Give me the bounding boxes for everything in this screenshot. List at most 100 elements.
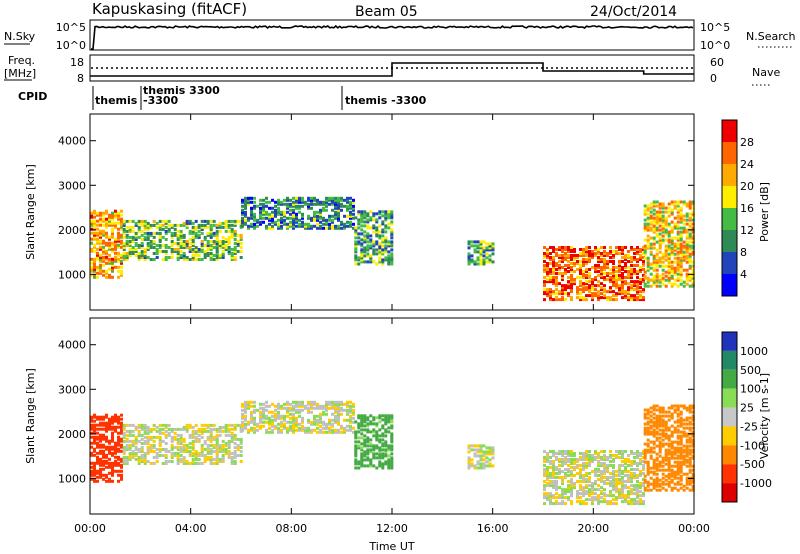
power-scatter-cell <box>476 244 480 248</box>
velocity-scatter-cell <box>639 462 642 465</box>
velocity-scatter-cell <box>366 458 370 462</box>
power-scatter-cell <box>390 262 394 266</box>
velocity-scatter-cell <box>102 437 105 441</box>
velocity-scatter-cell <box>349 404 352 408</box>
velocity-scatter-cell <box>685 478 689 482</box>
velocity-scatter-cell <box>369 442 373 446</box>
power-scatter-cell <box>384 210 388 214</box>
power-scatter-cell <box>117 257 120 261</box>
power-scatter-cell <box>546 256 549 259</box>
power-scatter-cell <box>546 274 549 277</box>
power-scatter-cell <box>191 248 195 251</box>
power-scatter-cell <box>612 268 615 271</box>
power-scatter-cell <box>691 234 695 238</box>
power-scatter-cell <box>585 286 588 290</box>
power-scatter-cell <box>271 210 274 214</box>
velocity-scatter-cell <box>357 424 361 428</box>
power-scatter-cell <box>256 204 259 208</box>
velocity-scatter-cell <box>322 410 325 414</box>
power-colorbar-swatch <box>722 164 737 186</box>
power-scatter-cell <box>685 234 689 238</box>
velocity-scatter-cell <box>676 442 680 446</box>
power-scatter-cell <box>636 298 639 302</box>
power-scatter-cell <box>215 233 219 237</box>
velocity-scatter-cell <box>612 464 615 467</box>
velocity-scatter-cell <box>259 410 262 414</box>
velocity-scatter-cell <box>366 450 370 454</box>
power-scatter-cell <box>676 246 680 250</box>
power-scatter-cell <box>295 214 298 218</box>
power-scatter-cell <box>667 238 671 242</box>
velocity-scatter-cell <box>564 462 567 465</box>
power-scatter-cell <box>292 224 295 228</box>
velocity-scatter-cell <box>624 496 627 500</box>
velocity-scatter-cell <box>247 422 250 426</box>
power-scatter-cell <box>99 245 102 249</box>
power-scatter-cell <box>322 218 325 222</box>
velocity-scatter-cell <box>352 404 355 408</box>
power-scatter-cell <box>636 280 639 284</box>
power-scatter-cell <box>576 290 579 294</box>
velocity-scatter-cell <box>387 466 391 470</box>
velocity-scatter-cell <box>670 446 674 450</box>
power-scatter-cell <box>646 268 650 272</box>
velocity-scatter-cell <box>606 478 609 481</box>
power-scatter-cell <box>352 198 355 202</box>
velocity-scatter-cell <box>185 460 189 463</box>
velocity-scatter-cell <box>233 454 237 457</box>
velocity-scatter-cell <box>488 464 492 468</box>
power-scatter-cell <box>549 292 552 296</box>
power-scatter-cell <box>670 246 674 250</box>
power-scatter-cell <box>295 196 298 200</box>
power-scatter-cell <box>96 255 99 259</box>
velocity-scatter-cell <box>215 427 219 431</box>
power-scatter-cell <box>244 218 247 222</box>
power-scatter-cell <box>188 221 192 225</box>
velocity-scatter-cell <box>615 488 618 492</box>
power-scatter-cell <box>108 259 111 263</box>
power-scatter-cell <box>667 252 671 256</box>
power-scatter-cell <box>209 233 213 237</box>
power-scatter-cell <box>378 250 382 254</box>
power-scatter-cell <box>93 263 96 267</box>
power-scatter-cell <box>661 224 665 228</box>
velocity-scatter-cell <box>673 482 677 486</box>
velocity-scatter-cell <box>328 430 331 434</box>
velocity-scatter-cell <box>372 428 376 432</box>
velocity-scatter-cell <box>567 450 570 453</box>
velocity-scatter-cell <box>378 456 382 460</box>
velocity-scatter-cell <box>134 435 138 439</box>
velocity-scatter-cell <box>543 456 546 459</box>
power-scatter-cell <box>570 248 573 251</box>
velocity-scatter-cell <box>164 423 168 427</box>
velocity-scatter-cell <box>691 488 695 492</box>
power-scatter-cell <box>606 264 609 267</box>
velocity-scatter-cell <box>639 482 642 485</box>
velocity-scatter-cell <box>191 429 195 433</box>
power-scatter-cell <box>691 274 695 278</box>
velocity-scatter-cell <box>346 408 349 412</box>
velocity-scatter-cell <box>271 430 274 434</box>
power-scatter-cell <box>661 220 665 224</box>
power-scatter-cell <box>639 250 642 253</box>
velocity-scatter-cell <box>664 448 668 452</box>
velocity-scatter-cell <box>182 439 186 443</box>
power-scatter-cell <box>274 200 277 204</box>
velocity-scatter-cell <box>334 404 337 408</box>
velocity-scatter-cell <box>600 480 603 483</box>
velocity-scatter-cell <box>691 486 695 490</box>
power-scatter-cell <box>108 247 111 251</box>
velocity-scatter-cell <box>606 466 609 469</box>
power-scatter-cell <box>676 208 680 212</box>
power-scatter-cell <box>349 200 352 204</box>
power-scatter-cell <box>591 250 594 253</box>
power-scatter-cell <box>643 244 647 248</box>
velocity-scatter-cell <box>366 440 370 444</box>
velocity-scatter-cell <box>152 427 156 431</box>
power-scatter-cell <box>182 242 186 245</box>
velocity-scatter-cell <box>218 429 222 433</box>
velocity-scatter-cell <box>289 412 292 416</box>
velocity-scatter-cell <box>633 474 636 477</box>
power-scatter-cell <box>140 219 144 223</box>
